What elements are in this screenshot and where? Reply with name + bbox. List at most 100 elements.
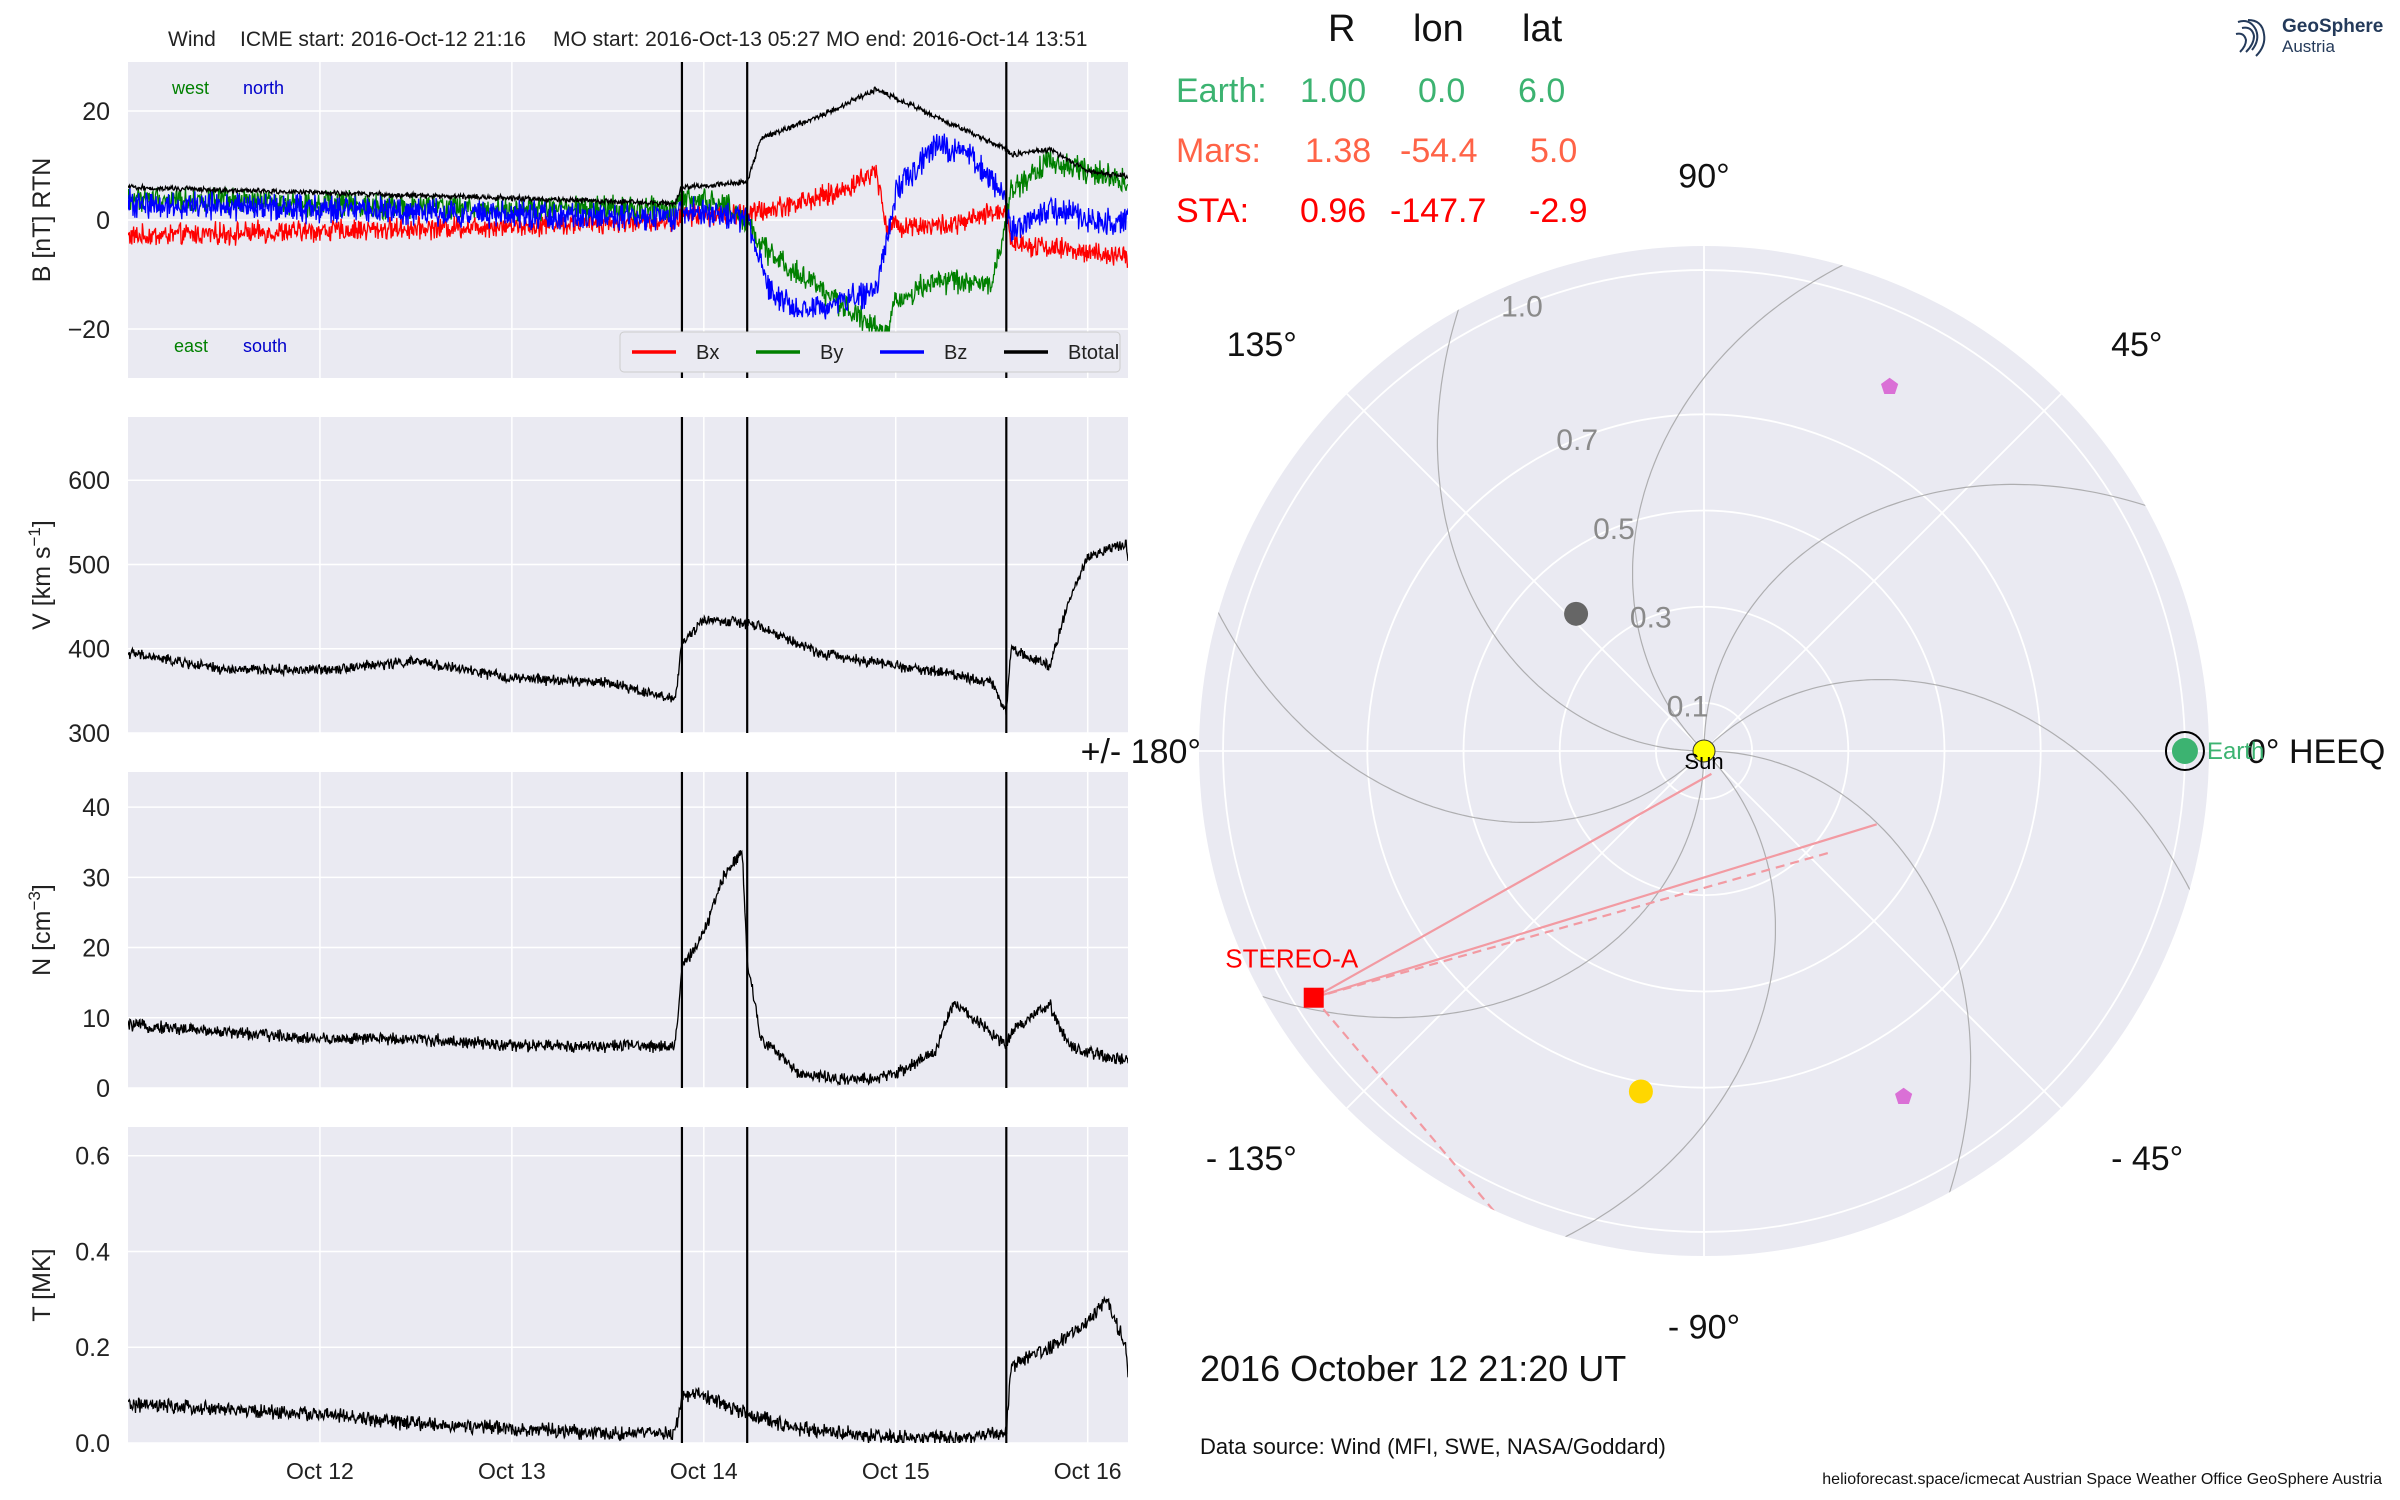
y-axis-label: B [nT] RTN (28, 158, 56, 283)
parker-spiral (1418, 750, 1776, 1256)
x-tick-label: Oct 12 (286, 1458, 354, 1484)
parker-spiral (1703, 679, 2209, 1037)
y-tick-label: 30 (82, 864, 110, 892)
angular-grid-line (1346, 393, 1705, 752)
x-tick-label: Oct 14 (670, 1458, 738, 1484)
y-axis-label: T [MK] (28, 1248, 56, 1321)
y-tick-label: 10 (82, 1005, 110, 1033)
polar-position-plot: 0.1 0.3 0.5 0.7 1.0 0° HEEQ 45° 90° 135° +/- 180°… (1081, 157, 2386, 1346)
angle-label: 90° (1678, 157, 1729, 195)
corner-label-south: south (243, 336, 287, 356)
pos-sta-lat: -2.9 (1529, 192, 1588, 230)
pos-earth-name: Earth: (1176, 72, 1267, 110)
radial-tick-label: 1.0 (1501, 291, 1543, 324)
body-sun-label: Sun (1684, 749, 1723, 774)
legend-label-bz: Bz (944, 342, 967, 364)
y-axis-label: N [cm−3] (25, 884, 56, 976)
body-earth-label: Earth (2207, 738, 2264, 765)
stereo-a-lines (1312, 772, 1877, 1235)
pos-earth-lat: 6.0 (1518, 72, 1566, 110)
pos-mars-r: 1.38 (1305, 132, 1372, 170)
header-icme-start: ICME start: 2016-Oct-12 21:16 (240, 28, 526, 51)
y-tick-label: 40 (82, 794, 110, 822)
y-axis-label: V [km s−1] (25, 520, 56, 630)
data-source: Data source: Wind (MFI, SWE, NASA/Goddar… (1200, 1434, 1666, 1459)
body-psp-2 (1895, 1087, 1913, 1104)
angle-label: +/- 180° (1081, 733, 1201, 771)
y-tick-label: 600 (68, 467, 110, 495)
credits: helioforecast.space/icmecat Austrian Spa… (1822, 1471, 2382, 1488)
bodies: Sun Earth STEREO-A (1225, 377, 2264, 1104)
panel-speed: 300 400 500 600 V [km s−1] (25, 417, 1128, 748)
y-tick-label: −20 (68, 316, 110, 344)
parker-spirals (1199, 246, 2209, 1256)
y-tick-label: 500 (68, 551, 110, 579)
body-stereo-a-label: STEREO-A (1225, 944, 1359, 974)
body-earth (2171, 738, 2198, 764)
sta-solid-line (1313, 772, 1712, 999)
pos-header-lat: lat (1522, 8, 1563, 50)
x-tick-label: Oct 13 (478, 1458, 546, 1484)
legend-label-bx: Bx (696, 342, 719, 364)
pos-sta-r: 0.96 (1300, 192, 1367, 230)
series-v (128, 539, 1128, 716)
pos-header-r: R (1328, 8, 1356, 50)
angle-label: 135° (1227, 326, 1297, 364)
panel-density-series (128, 849, 1128, 1087)
radial-tick-label: 0.7 (1556, 424, 1598, 457)
y-tick-label: 20 (82, 98, 110, 126)
y-tick-label: 0.0 (75, 1430, 110, 1458)
body-earth-ring (2164, 731, 2205, 771)
y-tick-label: 300 (68, 720, 110, 748)
header-mo-end: MO end: 2016-Oct-14 13:51 (826, 28, 1088, 51)
parker-spiral (1632, 246, 1990, 752)
body-psp-1 (1881, 377, 1899, 394)
panel-temperature-background (128, 1127, 1128, 1443)
y-tick-label: 0.2 (75, 1334, 110, 1362)
timeseries-panels: 20 0 −20 B [nT] RTN west north east south Bx By Bz… (25, 62, 1128, 1484)
panel-temperature-series (128, 1295, 1128, 1443)
y-tick-label: 0 (96, 1075, 110, 1103)
pos-mars-lon: -54.4 (1400, 132, 1478, 170)
series-bz (128, 133, 1128, 320)
radial-tick-label: 0.5 (1593, 513, 1635, 546)
parker-spiral (1199, 465, 1705, 823)
panel-b-field-series (128, 86, 1128, 343)
logo-text-geosphere: GeoSphere (2282, 16, 2384, 37)
angular-grid-line (1703, 750, 2062, 1109)
corner-label-east: east (174, 336, 208, 356)
body-venus (1628, 1079, 1653, 1104)
angular-grid-line (1703, 393, 2062, 752)
pos-earth-r: 1.00 (1300, 72, 1367, 110)
y-tick-label: 0.6 (75, 1143, 110, 1171)
sta-dashed-line (1312, 997, 1515, 1235)
panel-temperature: 0.0 0.2 0.4 0.6 T [MK] Oct 12 Oct 13 Oct 14 Oct … (28, 1127, 1128, 1484)
panel-speed-background (128, 417, 1128, 733)
radial-tick-label: 0.3 (1630, 602, 1672, 635)
logo-text-austria: Austria (2282, 37, 2335, 56)
pos-header-lon: lon (1413, 8, 1464, 50)
angle-label: 45° (2111, 326, 2162, 364)
pos-earth-lon: 0.0 (1418, 72, 1466, 110)
series-n (128, 849, 1128, 1087)
date-title: 2016 October 12 21:20 UT (1200, 1348, 1627, 1389)
sta-solid-line (1313, 823, 1877, 999)
y-tick-label: 0 (96, 207, 110, 235)
header-spacecraft: Wind (168, 28, 216, 51)
panel-density: 0 10 20 30 40 N [cm−3] (25, 772, 1128, 1103)
angle-label: - 90° (1668, 1309, 1740, 1347)
series-btotal (128, 86, 1128, 209)
series-t (128, 1295, 1128, 1443)
body-sun (1692, 739, 1716, 763)
y-tick-label: 20 (82, 935, 110, 963)
panel-speed-series (128, 539, 1128, 716)
legend-label-btotal: Btotal (1068, 342, 1119, 364)
pos-sta-lon: -147.7 (1390, 192, 1487, 230)
legend: Bx By Bz Btotal (619, 331, 1121, 373)
x-tick-label: Oct 15 (862, 1458, 930, 1484)
angle-label: - 135° (1206, 1140, 1297, 1178)
radial-tick-label: 0.1 (1667, 691, 1709, 724)
pos-mars-lat: 5.0 (1530, 132, 1578, 170)
panel-b-field: 20 0 −20 B [nT] RTN west north east south Bx By Bz… (28, 62, 1128, 378)
